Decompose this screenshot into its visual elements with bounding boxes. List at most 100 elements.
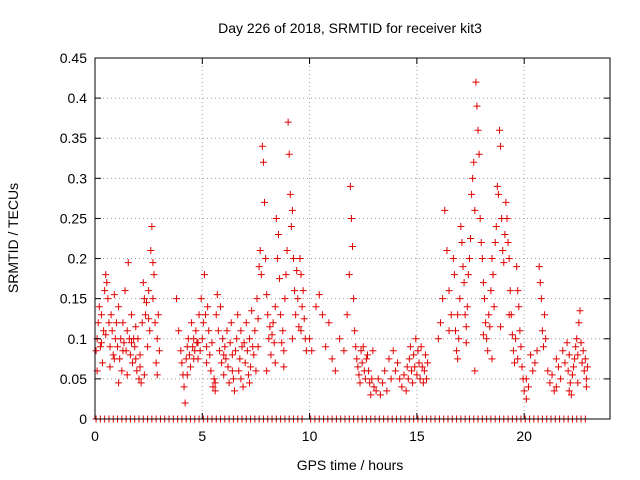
data-point xyxy=(278,339,286,347)
data-point xyxy=(173,295,181,303)
data-point xyxy=(95,303,103,311)
data-point xyxy=(513,263,521,271)
data-point xyxy=(141,311,149,319)
data-point xyxy=(458,239,466,247)
data-point xyxy=(514,287,522,295)
data-point xyxy=(102,331,110,339)
data-point xyxy=(243,347,251,355)
data-point xyxy=(198,335,206,343)
data-point xyxy=(202,311,210,319)
data-point xyxy=(366,379,374,387)
data-point xyxy=(281,295,289,303)
data-point xyxy=(211,379,219,387)
data-point xyxy=(482,319,490,327)
data-point xyxy=(555,363,562,371)
data-point xyxy=(409,379,417,387)
data-point xyxy=(420,367,428,375)
y-tick-label: 0.25 xyxy=(60,210,87,226)
data-point xyxy=(272,214,280,222)
data-point xyxy=(476,214,484,222)
data-point xyxy=(220,371,228,379)
data-point xyxy=(205,327,213,335)
data-point xyxy=(210,375,218,383)
data-point xyxy=(467,235,475,242)
data-point xyxy=(535,263,543,271)
data-point xyxy=(120,339,128,347)
data-point xyxy=(222,355,230,363)
data-point xyxy=(575,319,583,327)
data-point xyxy=(102,271,110,279)
data-point xyxy=(480,295,488,303)
data-point xyxy=(279,327,287,335)
data-point xyxy=(261,198,269,206)
data-point xyxy=(140,371,148,379)
data-point xyxy=(188,319,196,327)
data-point xyxy=(457,222,465,230)
data-point xyxy=(559,347,567,355)
data-point xyxy=(246,379,253,387)
data-point xyxy=(353,355,361,363)
data-point xyxy=(383,387,391,395)
data-point xyxy=(118,367,126,375)
data-point xyxy=(403,363,411,371)
data-point xyxy=(331,367,339,375)
data-point xyxy=(351,327,359,335)
data-point xyxy=(468,190,476,198)
data-point xyxy=(347,214,355,222)
data-point xyxy=(356,379,364,387)
data-point xyxy=(488,255,496,263)
x-tick-label: 5 xyxy=(198,428,206,444)
y-tick-label: 0.15 xyxy=(60,291,87,307)
data-point xyxy=(196,347,204,355)
data-point xyxy=(475,150,483,158)
data-point xyxy=(413,371,421,379)
data-point xyxy=(232,347,240,355)
data-point xyxy=(486,323,494,331)
data-point xyxy=(567,391,575,399)
data-point xyxy=(262,255,270,263)
data-point xyxy=(183,371,191,379)
data-point xyxy=(155,347,163,355)
data-point xyxy=(522,395,530,403)
data-point xyxy=(462,323,470,331)
data-point xyxy=(573,335,581,343)
data-point xyxy=(506,287,514,295)
data-point xyxy=(224,363,232,371)
data-point xyxy=(564,367,572,375)
data-point xyxy=(571,355,579,363)
data-point xyxy=(149,295,157,303)
data-point xyxy=(119,319,127,327)
data-point xyxy=(233,335,241,343)
data-point xyxy=(271,303,279,311)
data-point xyxy=(213,291,221,299)
data-point xyxy=(132,355,140,363)
data-point xyxy=(300,315,308,323)
data-point xyxy=(296,255,304,263)
data-point xyxy=(368,375,376,383)
data-point xyxy=(365,367,373,375)
data-point xyxy=(391,367,399,375)
data-point xyxy=(449,255,457,263)
data-point xyxy=(284,118,292,126)
data-point xyxy=(133,367,141,375)
y-tick-label: 0 xyxy=(79,411,87,427)
data-point xyxy=(542,335,550,343)
data-point xyxy=(123,327,131,335)
data-point xyxy=(229,375,237,383)
data-point xyxy=(131,343,139,351)
data-point xyxy=(445,327,453,335)
data-point xyxy=(455,335,463,343)
data-point xyxy=(150,271,158,279)
data-point xyxy=(509,347,517,355)
data-point xyxy=(361,375,369,383)
data-point xyxy=(143,299,150,307)
data-point xyxy=(208,339,216,347)
data-point xyxy=(479,331,487,339)
data-point xyxy=(557,375,565,383)
data-point xyxy=(410,351,418,359)
data-point xyxy=(474,126,482,134)
data-point xyxy=(357,347,365,355)
data-point xyxy=(372,387,380,395)
data-point xyxy=(345,271,353,279)
